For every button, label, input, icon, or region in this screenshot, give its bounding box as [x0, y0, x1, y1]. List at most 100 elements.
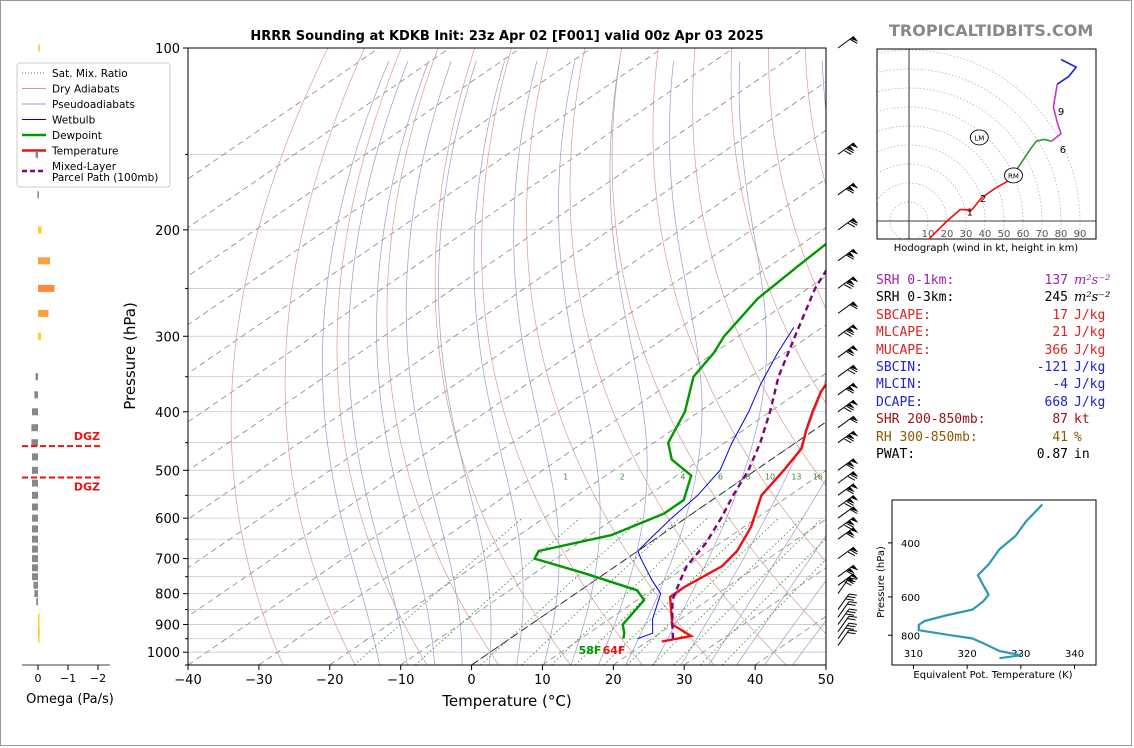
mix-ratio-line: [673, 517, 823, 665]
barb-flag: [847, 498, 855, 504]
omega-tick-label: −2: [90, 672, 106, 685]
stat-unit: J/kg: [1074, 307, 1106, 323]
barb-feather: [847, 625, 856, 628]
barb-flag: [850, 383, 859, 389]
y-tick-label: 1000: [147, 646, 180, 661]
pseudoadiabat: [792, 619, 826, 665]
wind-barb: [837, 601, 857, 618]
barb-feather: [849, 474, 858, 479]
mix-ratio-label: 16: [813, 473, 823, 482]
wind-barb: [837, 608, 857, 625]
barb-feather: [847, 369, 856, 375]
mix-ratio-line: [574, 517, 731, 665]
wind-barb: [837, 364, 859, 378]
stat-label: RH 300-850mb:: [876, 429, 978, 445]
pseudoadiabat: [764, 580, 826, 665]
hodograph-ring-label: 60: [1017, 229, 1030, 240]
main-plot-frame: [187, 47, 827, 666]
thetae-y-tick-label: 800: [901, 631, 920, 642]
isotherm-line: [188, 48, 663, 374]
omega-bar: [32, 555, 38, 563]
dry-adiabat: [336, 48, 428, 665]
y-tick-label: 200: [155, 224, 180, 239]
stat-value: 21: [1052, 325, 1068, 341]
mix-ratio-label: 24: [856, 473, 866, 482]
hodograph-ring-label: 50: [998, 229, 1011, 240]
omega-axis-label: Omega (Pa/s): [26, 692, 114, 707]
barb-feather: [847, 551, 856, 557]
wind-barbs: [837, 35, 859, 646]
omega-bar: [31, 424, 38, 432]
barb-flag: [850, 495, 859, 501]
stat-unit: in: [1074, 447, 1090, 463]
omega-tick-label: 0: [35, 672, 42, 685]
hodograph-frame: [876, 48, 1097, 240]
wind-barb: [837, 577, 857, 594]
main-plot-axes: −40 −30 −20 −10 0 10 20 30 40 50 100 200 300 400 500 60…: [147, 42, 834, 688]
surface-dewpoint-label: 58F: [579, 644, 602, 657]
stats-panel: SRH 0-1km: 137 m²s⁻² SRH 0-3km: 245 m²s⁻² SBCA…: [876, 272, 1126, 463]
y-tick-label: 700: [155, 553, 180, 568]
barb-feather: [849, 549, 858, 555]
barb-feather: [847, 475, 856, 481]
x-tick-label: 50: [818, 673, 835, 688]
barb-flag: [850, 416, 859, 422]
dewpoint-line: [532, 242, 826, 639]
stat-unit: J/kg: [1074, 325, 1106, 341]
barb-feather: [844, 438, 852, 444]
stat-value: -4: [1052, 377, 1068, 393]
barb-feather: [847, 603, 856, 606]
barb-staff: [837, 217, 855, 231]
legend: Sat. Mix. Ratio Dry Adiabats Pseudoadiabat…: [16, 62, 171, 188]
omega-bar: [37, 191, 39, 199]
omega-bar: [33, 581, 38, 589]
barb-staff: [837, 324, 855, 337]
omega-bar: [38, 226, 42, 234]
stat-value: 245: [1044, 290, 1068, 306]
wind-barb: [837, 506, 859, 519]
barb-feather: [846, 330, 854, 336]
barb-feather: [846, 489, 854, 495]
stat-unit: m²s⁻²: [1074, 273, 1111, 288]
omega-bar: [32, 479, 38, 487]
stat-row: SBCIN: -121 J/kg: [876, 359, 1126, 376]
wind-barb: [837, 546, 859, 560]
stat-unit: kt: [1074, 412, 1090, 428]
barb-staff: [837, 248, 855, 262]
barb-feather: [846, 613, 855, 616]
dgz-label-bottom: DGZ: [74, 481, 100, 494]
storm-motion-label: LM: [974, 134, 984, 142]
hodograph-trace: [1051, 84, 1062, 142]
barb-flag: [847, 145, 855, 152]
mix-ratio-label: 30: [880, 473, 890, 482]
barb-feather: [846, 148, 854, 154]
barb-flag: [850, 324, 859, 331]
main-plot-data: [532, 242, 826, 643]
wind-barb: [837, 622, 857, 639]
hodograph: 10203040506070809012369LMRM: [877, 49, 1096, 240]
wind-barb: [837, 471, 859, 484]
isotherm-line: [188, 48, 734, 423]
barb-feather: [848, 622, 857, 625]
barb-flag: [847, 279, 855, 286]
barb-flag: [850, 547, 859, 553]
x-tick-label: 0: [467, 673, 475, 688]
thetae-x-label: Equivalent Pot. Temperature (K): [913, 670, 1072, 681]
wind-barb: [837, 248, 859, 262]
wind-barb: [837, 382, 859, 396]
barb-staff: [837, 483, 855, 496]
omega-bar: [36, 598, 38, 606]
dry-adiabat: [434, 48, 571, 665]
stat-value: 87: [1052, 412, 1068, 428]
wind-barb: [837, 324, 859, 337]
barb-staff: [837, 629, 850, 646]
barb-flag: [850, 276, 859, 283]
legend-label: Wetbulb: [52, 115, 96, 127]
dry-adiabat: [481, 48, 643, 665]
thetae-x-tick-label: 310: [904, 649, 923, 660]
stat-value: 137: [1044, 273, 1068, 288]
y-axis-label: Pressure (hPa): [121, 302, 139, 410]
barb-flag: [850, 218, 859, 224]
barb-feather: [849, 367, 858, 373]
hodograph-height-label: 2: [980, 194, 986, 205]
